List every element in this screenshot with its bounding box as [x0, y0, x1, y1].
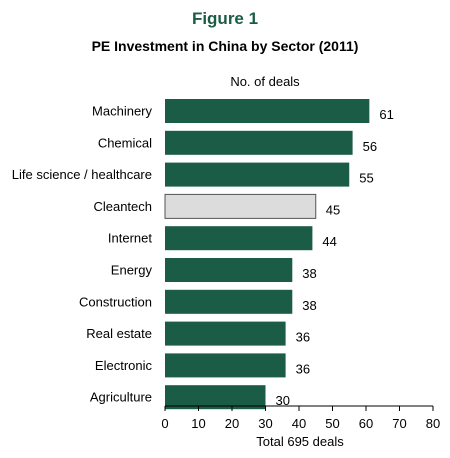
x-tick-label-30: 30: [258, 416, 272, 431]
category-label-machinery: Machinery: [92, 104, 152, 119]
bar-construction: [165, 289, 293, 314]
bars-layer: [164, 99, 370, 410]
x-tick-label-80: 80: [426, 416, 440, 431]
bar-real-estate: [165, 321, 286, 346]
category-label-cleantech: Cleantech: [93, 199, 152, 214]
category-labels-layer: Machinery Chemical Life science / healthca…: [12, 104, 153, 405]
x-tick-label-40: 40: [292, 416, 306, 431]
x-tick-label-0: 0: [161, 416, 168, 431]
value-label-real-estate: 36: [296, 330, 310, 345]
x-tick-label-50: 50: [325, 416, 339, 431]
value-label-internet: 44: [322, 234, 336, 249]
category-label-real-estate: Real estate: [86, 326, 152, 341]
x-tick-label-70: 70: [392, 416, 406, 431]
x-tick-label-10: 10: [191, 416, 205, 431]
category-label-chemical: Chemical: [98, 135, 152, 150]
category-label-agriculture: Agriculture: [90, 390, 152, 405]
bar-agriculture: [165, 385, 266, 410]
value-label-energy: 38: [302, 266, 316, 281]
x-tick-label-60: 60: [359, 416, 373, 431]
value-label-life-science-healthcare: 55: [359, 171, 373, 186]
value-label-machinery: 61: [379, 107, 393, 122]
bar-cleantech: [164, 193, 317, 219]
bar-energy: [165, 258, 293, 282]
value-label-agriculture: 30: [276, 393, 290, 408]
bar-life-science-healthcare: [165, 162, 350, 187]
x-tick-label-20: 20: [225, 416, 239, 431]
value-labels-layer: 61 56 55 45 44 38 38 36 36 30: [276, 107, 394, 408]
bar-internet: [165, 226, 313, 251]
chart-title: PE Investment in China by Sector (2011): [91, 38, 359, 54]
category-label-internet: Internet: [108, 231, 152, 246]
bar-machinery: [165, 99, 370, 123]
value-label-chemical: 56: [363, 139, 377, 154]
bar-electronic: [165, 353, 286, 378]
category-label-construction: Construction: [79, 294, 152, 309]
x-axis-title: Total 695 deals: [256, 434, 344, 449]
value-axis-top-label: No. of deals: [230, 74, 300, 89]
value-label-construction: 38: [302, 298, 316, 313]
category-label-electronic: Electronic: [95, 358, 153, 373]
figure-label: Figure 1: [191, 9, 259, 28]
x-axis: 0 10 20 30 40 50 60 70 80: [161, 405, 440, 431]
bar-chemical: [165, 130, 353, 155]
category-label-life-science-healthcare: Life science / healthcare: [12, 167, 152, 182]
value-label-cleantech: 45: [326, 202, 340, 217]
category-label-energy: Energy: [111, 263, 153, 278]
value-label-electronic: 36: [296, 361, 310, 376]
